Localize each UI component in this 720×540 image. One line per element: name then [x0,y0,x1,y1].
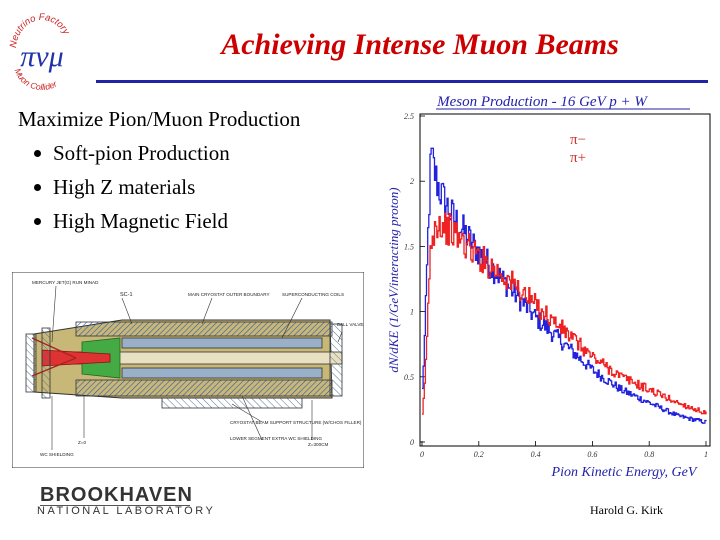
bullet-item: High Magnetic Field [18,204,378,238]
y-axis-label: dN/dKE (1/GeV/interacting proton) [386,187,401,372]
label-z0: Z=0 [78,440,86,445]
y-tick-label: 2.5 [404,112,414,121]
lab-name: BROOKHAVEN [40,484,193,506]
y-tick-label: 0.5 [404,373,414,382]
author-name: Harold G. Kirk [590,503,663,517]
bullet-dot-icon [34,149,41,157]
x-tick-label: 0.8 [644,450,654,459]
coil-upper [121,337,323,349]
label-valve: BALL VALVE [337,322,363,327]
chart-title: Meson Production - 16 GeV p + W [436,94,648,110]
bullet-item: High Z materials [18,170,378,204]
meson-production-chart: Meson Production - 16 GeV p + W dN/dKE (… [384,86,714,484]
bullet-item: Soft-pion Production [18,136,378,170]
title-underline [96,80,708,83]
muon-collaboration-logo: Neutrino Factory πνμ Muon Collider [8,12,72,92]
x-tick-label: 0.6 [587,450,597,459]
series-line-pi-minus [422,147,707,424]
x-tick-label: 0.4 [531,450,541,459]
lab-subtitle: NATIONAL LABORATORY [37,505,216,517]
x-tick-label: 1 [704,450,708,459]
coil-lower [121,367,323,379]
series-line-pi-plus [422,212,707,415]
x-tick-label: 0 [420,450,424,459]
outer-shield-bottom [75,379,333,397]
label-lower: LOWER SEGMENT EXTRA WC SHIELDING [230,436,322,441]
label-supercoils: SUPERCONDUCTING COILS [282,292,344,297]
legend-entry-pi-minus: π− [570,132,586,148]
bullet-dot-icon [34,217,41,225]
lab-divider [40,505,190,506]
label-wc: WC SHIELDING [40,452,74,457]
support-structure [161,397,303,409]
x-tick-label: 0.2 [474,450,484,459]
y-tick-label: 1 [410,308,414,317]
x-axis-label: Pion Kinetic Energy, GeV [551,465,698,480]
label-support: CRYOSTAT BEAM SUPPORT STRUCTURE (W/CHOS … [230,420,362,425]
y-tick-label: 0 [410,438,414,447]
y-tick-label: 1.5 [404,242,414,251]
plot-frame [419,113,711,447]
label-z300: Z=300CM [308,442,328,447]
label-sc1: SC-1 [120,292,133,298]
chart-legend: π− π+ [570,132,586,166]
y-tick-label: 2 [410,177,414,186]
logo-symbols: πνμ [20,40,63,73]
legend-entry-pi-plus: π+ [570,150,586,166]
bullet-heading: Maximize Pion/Muon Production [18,107,301,131]
target-solenoid-diagram: MERCURY JET(G) RUN MINAD SC-1 MAIN CRYOS… [12,272,364,468]
outer-shield-top [75,321,333,337]
bullet-dot-icon [34,183,41,191]
bullet-list: Maximize Pion/Muon Production Soft-pion … [18,102,378,238]
slide-title: Achieving Intense Muon Beams [221,28,619,61]
label-mercury: MERCURY JET(G) RUN MINAD [32,280,99,285]
label-cryostat: MAIN CRYOSTAT OUTER BOUNDARY [188,292,270,297]
